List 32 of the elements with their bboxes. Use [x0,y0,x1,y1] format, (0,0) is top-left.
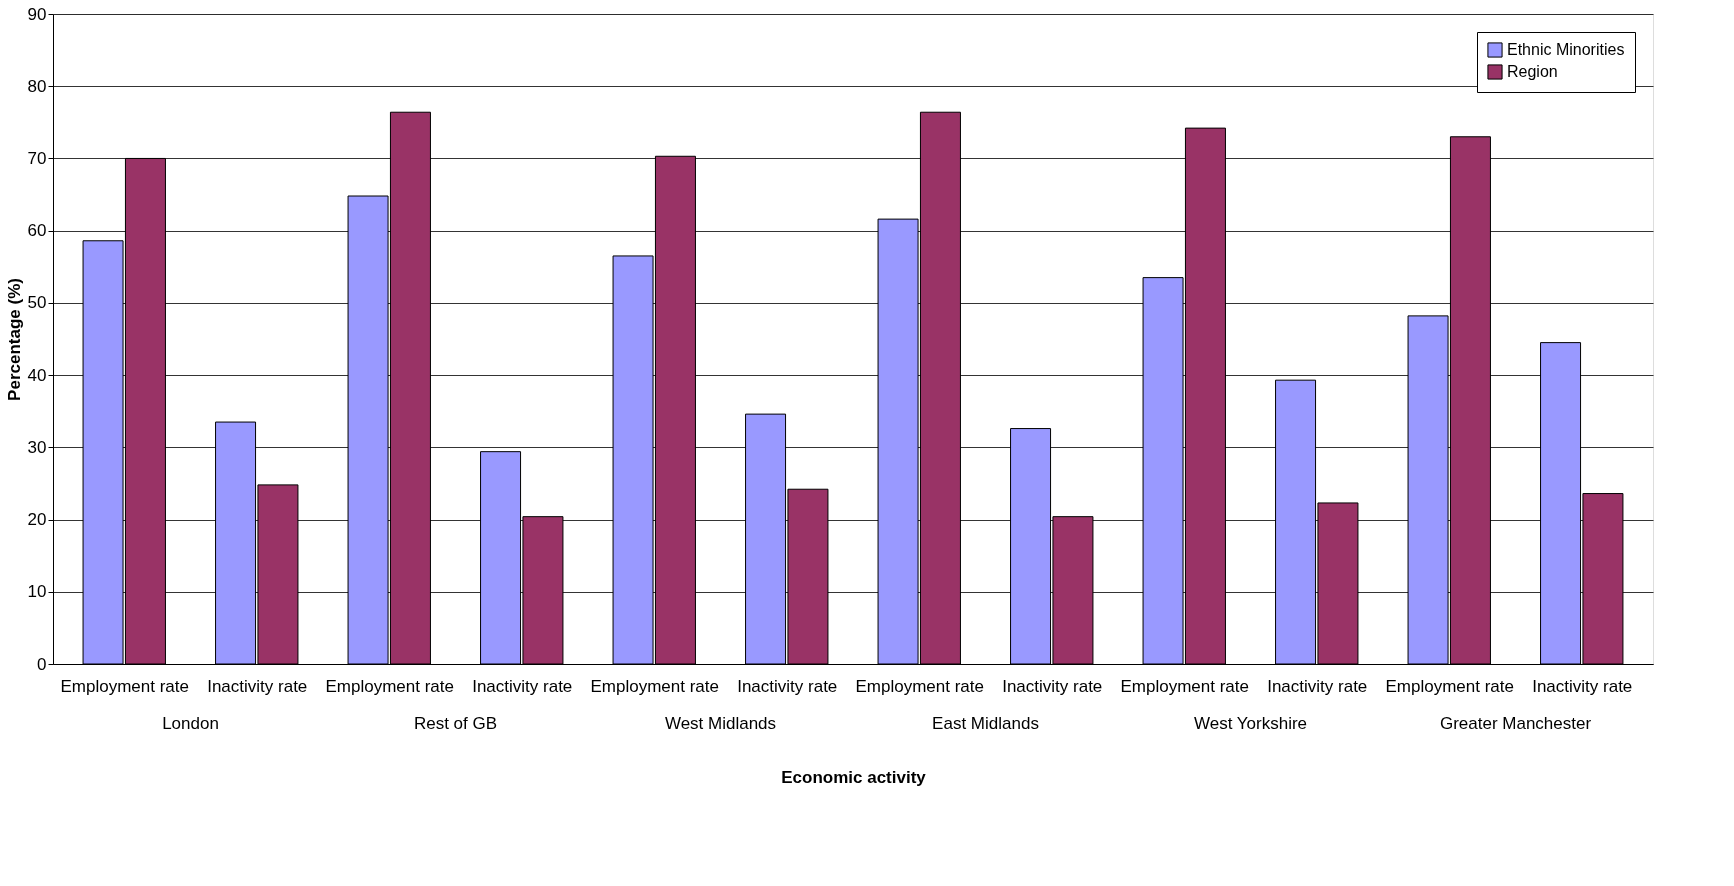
y-tick-label: 40 [27,365,47,385]
x-tick-label: Employment rate [60,676,189,696]
text: East Midlands [932,714,1039,733]
x-tick-label: Inactivity rate [472,676,573,696]
x-tick-label: Inactivity rate [1532,676,1633,696]
legend-label: Region [1507,63,1558,80]
y-tick-label: 80 [27,76,47,96]
x-tick-label: Inactivity rate [207,676,308,696]
x-tick-label: Inactivity rate [1267,676,1368,696]
y-tick-label: 70 [27,148,47,168]
text: West Midlands [664,714,777,733]
x-tick-label: Employment rate [325,676,454,696]
text: Greater Manchester [1439,714,1592,733]
x-axis-title: Economic activity [781,767,927,787]
x-tick-label: Employment rate [1385,676,1514,696]
text: Rest of GB [413,714,498,733]
x-tick-label: Inactivity rate [1002,676,1103,696]
text: London [162,714,219,733]
y-axis-title: Percentage (%) [4,278,24,401]
y-tick-label: 30 [27,437,47,457]
y-tick-label: 0 [37,654,47,674]
y-tick-label: 50 [27,293,47,313]
y-tick-label: 90 [27,4,47,24]
x-tick-label: Employment rate [590,676,719,696]
y-tick-label: 60 [27,221,47,241]
legend-label: Ethnic Minorities [1507,41,1625,58]
x-tick-label: Inactivity rate [737,676,838,696]
x-tick-label: Employment rate [1120,676,1249,696]
y-tick-label: 20 [27,510,47,530]
x-tick-label: Employment rate [855,676,984,696]
y-tick-label: 10 [27,582,47,602]
text: West Yorkshire [1193,714,1308,733]
